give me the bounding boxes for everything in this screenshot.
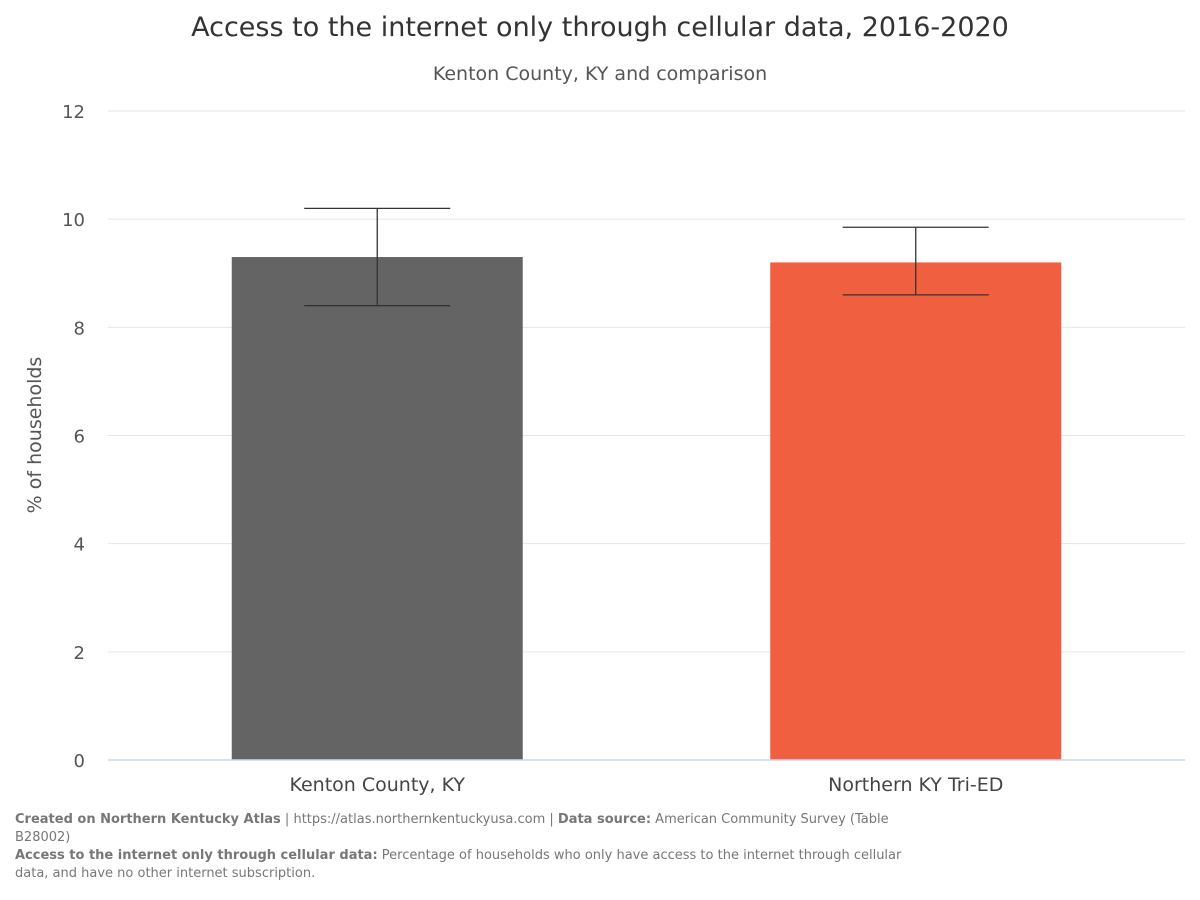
footer-created-label: Created on Northern Kentucky Atlas (15, 812, 281, 827)
chart-footer: Created on Northern Kentucky Atlas | htt… (15, 811, 915, 883)
y-tick-label: 6 (74, 427, 85, 448)
x-category-label: Kenton County, KY (289, 774, 465, 796)
footer-url[interactable]: https://atlas.northernkentuckyusa.com (293, 812, 546, 827)
bars (231, 257, 1062, 760)
y-tick-label: 8 (74, 318, 85, 339)
y-tick-label: 0 (74, 751, 85, 772)
y-tick-label: 12 (62, 102, 85, 123)
footer-source-value: American Community Survey (Table B28002) (15, 812, 889, 845)
y-tick-label: 2 (74, 643, 85, 664)
bar (231, 257, 523, 760)
footer-definition: Access to the internet only through cell… (15, 847, 915, 883)
footer-definition-text: Percentage of households who only have a… (15, 848, 902, 881)
y-tick-label: 4 (74, 535, 85, 556)
y-axis-label: % of households (24, 357, 46, 514)
y-tick-label: 10 (62, 210, 85, 231)
x-axis-categories: Kenton County, KY Northern KY Tri-ED (289, 774, 1003, 796)
footer-source-label: Data source: (557, 812, 652, 827)
y-axis-ticks: 0 2 4 6 8 10 12 (62, 102, 85, 772)
x-category-label: Northern KY Tri-ED (828, 774, 1003, 796)
footer-separator: | (280, 812, 294, 827)
bar (770, 262, 1062, 760)
chart-title: Access to the internet only through cell… (191, 12, 1009, 43)
footer-separator: | (545, 812, 558, 827)
footer-definition-label: Access to the internet only through cell… (15, 848, 378, 863)
footer-credit-line: Created on Northern Kentucky Atlas | htt… (15, 811, 915, 847)
chart-subtitle: Kenton County, KY and comparison (433, 63, 767, 85)
error-bars (304, 207, 989, 307)
